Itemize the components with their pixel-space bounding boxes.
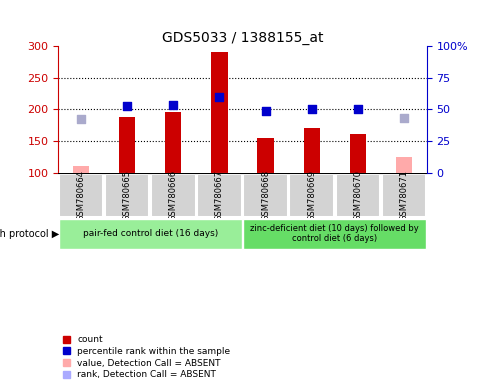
Bar [73, 166, 89, 173]
Text: pair-fed control diet (16 days): pair-fed control diet (16 days) [83, 229, 217, 238]
Text: GSM780671: GSM780671 [398, 170, 408, 221]
Text: GSM780665: GSM780665 [122, 170, 132, 221]
Point [307, 106, 315, 112]
FancyBboxPatch shape [381, 174, 425, 217]
Text: GSM780667: GSM780667 [214, 170, 224, 221]
Bar [211, 52, 227, 173]
FancyBboxPatch shape [289, 174, 333, 217]
FancyBboxPatch shape [59, 174, 103, 217]
Point [399, 114, 407, 121]
Point [77, 116, 85, 122]
Text: zinc-deficient diet (10 days) followed by
control diet (6 days): zinc-deficient diet (10 days) followed b… [250, 224, 418, 243]
Point [353, 106, 361, 112]
Text: growth protocol ▶: growth protocol ▶ [0, 229, 59, 239]
Point [261, 108, 269, 114]
Point [215, 94, 223, 100]
Text: GSM780664: GSM780664 [76, 170, 86, 221]
Legend: count, percentile rank within the sample, value, Detection Call = ABSENT, rank, : count, percentile rank within the sample… [62, 335, 230, 379]
Title: GDS5033 / 1388155_at: GDS5033 / 1388155_at [162, 31, 322, 45]
FancyBboxPatch shape [197, 174, 241, 217]
Bar [303, 128, 319, 173]
Bar [349, 134, 365, 173]
Bar [119, 117, 135, 173]
FancyBboxPatch shape [243, 174, 287, 217]
Text: GSM780670: GSM780670 [352, 170, 362, 221]
Bar [165, 112, 181, 173]
FancyBboxPatch shape [105, 174, 149, 217]
Text: GSM780666: GSM780666 [168, 170, 178, 221]
FancyBboxPatch shape [243, 218, 425, 249]
FancyBboxPatch shape [151, 174, 195, 217]
Point [169, 102, 177, 108]
FancyBboxPatch shape [59, 218, 241, 249]
Text: GSM780669: GSM780669 [306, 170, 316, 221]
Text: GSM780668: GSM780668 [260, 170, 270, 221]
Point [123, 103, 131, 109]
Bar [395, 157, 411, 173]
FancyBboxPatch shape [335, 174, 379, 217]
Bar [257, 138, 273, 173]
